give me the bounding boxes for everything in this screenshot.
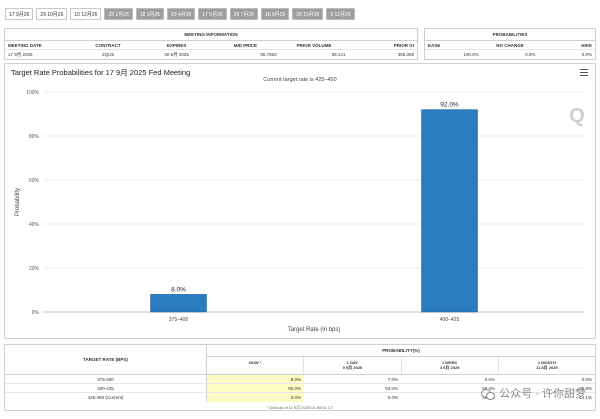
probability-cell: 0.0% bbox=[207, 393, 304, 402]
tab-meeting-2[interactable]: 29 10月26 bbox=[36, 8, 68, 20]
column-1-day-label: 1 DAY bbox=[346, 360, 359, 365]
value-meeting-date: 17 9月 2025 bbox=[8, 52, 33, 57]
watermark-text: 公众号 · 许你甜梦 bbox=[499, 388, 586, 400]
value-prior-volume: 99,141 bbox=[331, 52, 346, 57]
header-contract: CONTRACT bbox=[95, 43, 121, 48]
probabilities-title: PROBABILITIES bbox=[425, 29, 595, 41]
y-axis-title: Probability bbox=[15, 188, 21, 216]
target-rate-header: TARGET RATE (BPS) bbox=[5, 345, 207, 375]
y-tick-label: 0% bbox=[32, 310, 40, 316]
table-row: 375-400 8.0% 7.0% 0.0% 0.0% bbox=[5, 375, 595, 384]
q-logo-icon: Q bbox=[569, 105, 585, 127]
value-mid-price: 95.7863 bbox=[260, 52, 277, 57]
target-rate-cell: 375-400 bbox=[5, 375, 207, 383]
target-rate-chart: 0% 20% 40% 60% 80% 100% 8.0% 375–400 92.0% 400–42… bbox=[15, 90, 585, 333]
probability-cell: 92.0% bbox=[207, 384, 304, 392]
column-1-week: 1 WEEK 4 9月 2025 bbox=[402, 357, 499, 374]
hamburger-menu-icon[interactable] bbox=[580, 69, 588, 76]
value-ease: 100.0% bbox=[463, 52, 479, 57]
data-timestamp-footnote: * Data as of 11 9月 2025 01:58:51 CT bbox=[266, 405, 334, 410]
meeting-tabs: 17 9月26 29 10月26 10 12月26 28 1月26 18 3月26 29 … bbox=[5, 8, 355, 20]
column-1-month-date: 11 8月 2025 bbox=[536, 365, 558, 370]
chart-subtitle: Current target rate is 425–450 bbox=[263, 77, 337, 83]
column-1-day-date: 9 9月 2025 bbox=[342, 365, 363, 370]
y-tick-label: 100% bbox=[26, 90, 39, 96]
column-1-week-label: 1 WEEK bbox=[441, 360, 458, 365]
header-ease: EASE bbox=[428, 43, 441, 48]
column-1-week-date: 4 9月 2025 bbox=[439, 365, 460, 370]
tab-meeting-1[interactable]: 17 9月26 bbox=[5, 8, 34, 20]
tab-meeting-10[interactable]: 28 10月26 bbox=[292, 8, 324, 20]
column-now: NOW * bbox=[207, 357, 305, 374]
wechat-icon bbox=[481, 388, 496, 400]
column-1-month: 1 MONTH 11 8月 2025 bbox=[499, 357, 595, 374]
y-tick-label: 40% bbox=[29, 222, 40, 228]
probability-cell: 0.0% bbox=[387, 395, 398, 400]
target-rate-cell: 400-425 bbox=[5, 384, 207, 392]
tab-meeting-4[interactable]: 28 1月26 bbox=[104, 8, 133, 20]
tab-meeting-9[interactable]: 16 9月26 bbox=[260, 8, 290, 20]
tab-meeting-7[interactable]: 17 6月26 bbox=[198, 8, 227, 20]
probability-cell: 93.0% bbox=[385, 386, 398, 391]
header-meeting-date: MEETING DATE bbox=[8, 43, 42, 48]
tab-meeting-11[interactable]: 9 12月26 bbox=[326, 8, 355, 20]
probability-cell: 14.1% bbox=[579, 395, 592, 400]
header-expires: EXPIRES bbox=[166, 43, 187, 48]
bar bbox=[421, 109, 478, 313]
probabilities-panel: PROBABILITIES EASE NO CHANGE HIKE 100.0%… bbox=[424, 28, 596, 60]
header-mid-price: MID PRICE bbox=[233, 43, 257, 48]
probability-cell: 7.0% bbox=[387, 377, 398, 382]
meeting-information-header-row: MEETING DATE CONTRACT EXPIRES MID PRICE … bbox=[5, 41, 417, 50]
probability-cell: 8.0% bbox=[207, 375, 304, 383]
value-hike: 0.0% bbox=[581, 52, 593, 57]
y-tick-label: 20% bbox=[29, 266, 40, 272]
meeting-information-title: MEETING INFORMATION bbox=[5, 29, 417, 41]
x-axis-title: Target Rate (in bps) bbox=[288, 327, 341, 333]
tab-meeting-5[interactable]: 18 3月26 bbox=[135, 8, 165, 20]
probabilities-header-row: EASE NO CHANGE HIKE bbox=[425, 41, 595, 50]
probability-cell: 0.0% bbox=[484, 377, 495, 382]
header-no-change: NO CHANGE bbox=[496, 43, 524, 48]
probabilities-value-row: 100.0% 0.0% 0.0% bbox=[425, 50, 595, 59]
probability-table: TARGET RATE (BPS) PROBABILITY(%) NOW * 1… bbox=[4, 344, 596, 411]
probability-cell: 0.0% bbox=[581, 377, 592, 382]
probability-cell: 85.9% bbox=[579, 386, 592, 391]
column-1-day: 1 DAY 9 9月 2025 bbox=[304, 357, 402, 374]
x-tick-label: 375–400 bbox=[169, 317, 189, 323]
y-tick-label: 60% bbox=[29, 178, 40, 184]
y-tick-label: 80% bbox=[29, 134, 40, 140]
value-no-change: 0.0% bbox=[525, 52, 536, 57]
data-label: 8.0% bbox=[171, 286, 186, 293]
header-prior-oi: PRIOR OI bbox=[393, 43, 415, 48]
chart-title: Target Rate Probabilities for 17 9月 2025… bbox=[11, 68, 191, 77]
value-expires: 30 9月 2025 bbox=[164, 52, 189, 57]
header-hike: HIKE bbox=[581, 43, 593, 48]
target-rate-cell: 425-450 (Current) bbox=[5, 393, 207, 402]
tab-meeting-8[interactable]: 29 7月26 bbox=[229, 8, 258, 20]
tab-meeting-3[interactable]: 10 12月26 bbox=[70, 8, 102, 20]
x-tick-label: 400–425 bbox=[440, 317, 460, 323]
meeting-information-panel: MEETING INFORMATION MEETING DATE CONTRAC… bbox=[4, 28, 418, 60]
probability-header: PROBABILITY(%) bbox=[207, 345, 595, 357]
value-contract: ZQU5 bbox=[102, 52, 115, 57]
data-label: 92.0% bbox=[440, 102, 459, 109]
bar bbox=[150, 294, 207, 313]
column-now-label: NOW * bbox=[248, 360, 262, 365]
header-prior-volume: PRIOR VOLUME bbox=[296, 43, 332, 48]
column-1-month-label: 1 MONTH bbox=[537, 360, 556, 365]
tab-meeting-6[interactable]: 29 4月26 bbox=[167, 8, 196, 20]
chart-panel: 0% 20% 40% 60% 80% 100% 8.0% 375–400 92.0% 400–42… bbox=[4, 63, 596, 339]
probability-columns: NOW * 1 DAY 9 9月 2025 1 WEEK 4 9月 2025 1 M… bbox=[207, 357, 595, 375]
value-prior-oi: 355,068 bbox=[397, 52, 415, 57]
meeting-information-value-row: 17 9月 2025 ZQU5 30 9月 2025 95.7863 99,14… bbox=[5, 50, 417, 59]
watermark: 公众号 · 许你甜梦 bbox=[481, 385, 586, 401]
